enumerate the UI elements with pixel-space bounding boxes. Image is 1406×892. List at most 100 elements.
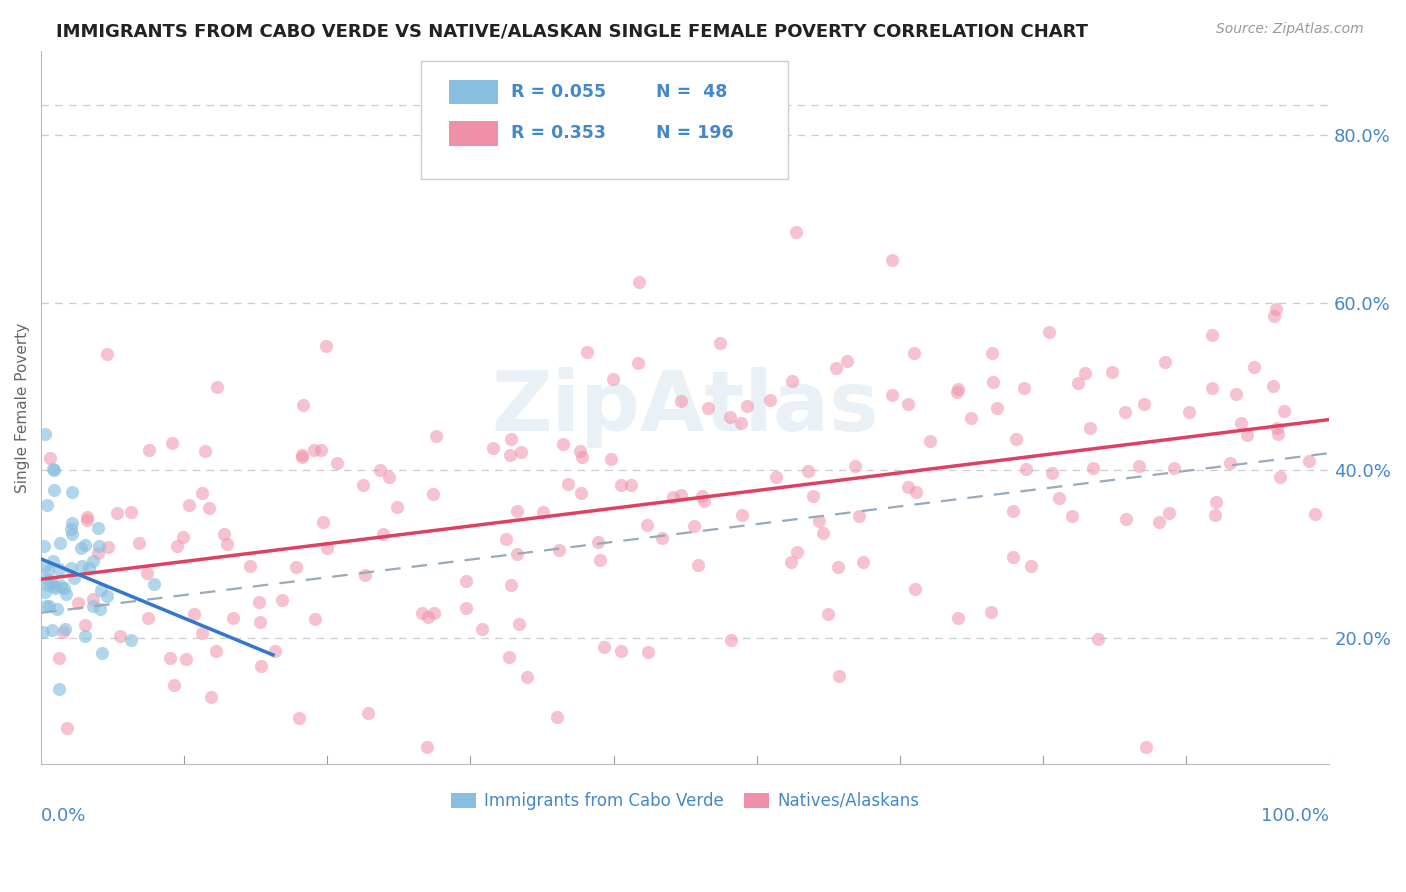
Text: R = 0.353: R = 0.353 — [512, 124, 606, 142]
Point — [34, 559, 56, 574]
Point — [239, 559, 262, 574]
Point — [34, 426, 56, 441]
Point — [291, 448, 314, 462]
Point — [34, 599, 56, 614]
Point — [506, 547, 529, 561]
Point — [55, 721, 77, 735]
Point — [77, 560, 100, 574]
Point — [807, 515, 830, 529]
Point — [183, 607, 205, 621]
Point — [42, 554, 65, 568]
Point — [291, 450, 314, 464]
Point — [1040, 466, 1063, 480]
Point — [516, 670, 538, 684]
Point — [1001, 504, 1024, 518]
Point — [456, 600, 478, 615]
Point — [569, 486, 592, 500]
Point — [852, 555, 875, 569]
Point — [309, 442, 332, 457]
Point — [87, 521, 110, 535]
Point — [882, 388, 904, 402]
Point — [217, 537, 239, 551]
Point — [471, 623, 494, 637]
Point — [198, 500, 221, 515]
Point — [63, 570, 86, 584]
Point — [765, 469, 787, 483]
Point — [82, 592, 104, 607]
Point — [96, 346, 118, 360]
Point — [683, 519, 706, 533]
Point — [353, 567, 375, 582]
Point — [1230, 416, 1253, 430]
Point — [731, 508, 754, 522]
Point — [1101, 365, 1123, 379]
Point — [136, 610, 159, 624]
Point — [76, 513, 98, 527]
Point — [1204, 508, 1226, 523]
Point — [499, 448, 522, 462]
Point — [827, 559, 849, 574]
Point — [495, 532, 517, 546]
Point — [423, 607, 446, 621]
Point — [1081, 460, 1104, 475]
Point — [42, 483, 65, 497]
Point — [38, 599, 60, 613]
Point — [142, 577, 165, 591]
Point — [41, 623, 63, 637]
Point — [817, 607, 839, 621]
Point — [602, 372, 624, 386]
Point — [904, 582, 927, 596]
Point — [1219, 456, 1241, 470]
Point — [986, 401, 1008, 415]
Point — [1073, 366, 1095, 380]
Point — [1014, 381, 1036, 395]
Point — [1157, 506, 1180, 520]
Point — [73, 538, 96, 552]
Point — [981, 345, 1004, 359]
Point — [499, 432, 522, 446]
Point — [844, 459, 866, 474]
Point — [179, 498, 201, 512]
Text: IMMIGRANTS FROM CABO VERDE VS NATIVE/ALASKAN SINGLE FEMALE POVERTY CORRELATION C: IMMIGRANTS FROM CABO VERDE VS NATIVE/ALA… — [56, 22, 1088, 40]
Point — [454, 574, 477, 589]
Point — [49, 535, 72, 549]
Point — [1267, 427, 1289, 442]
Point — [120, 632, 142, 647]
Point — [172, 531, 194, 545]
Point — [76, 510, 98, 524]
Point — [60, 527, 83, 541]
Point — [368, 463, 391, 477]
Point — [66, 596, 89, 610]
Point — [1135, 740, 1157, 755]
Point — [304, 612, 326, 626]
Point — [416, 740, 439, 755]
Legend: Immigrants from Cabo Verde, Natives/Alaskans: Immigrants from Cabo Verde, Natives/Alas… — [444, 785, 927, 816]
Point — [97, 541, 120, 555]
Point — [1047, 491, 1070, 505]
Point — [120, 505, 142, 519]
Point — [636, 518, 658, 533]
Point — [1236, 428, 1258, 442]
Point — [411, 606, 433, 620]
Point — [138, 443, 160, 458]
Point — [55, 587, 77, 601]
Point — [627, 356, 650, 370]
Point — [610, 643, 633, 657]
Text: N = 196: N = 196 — [655, 124, 733, 142]
Point — [425, 429, 447, 443]
Point — [73, 617, 96, 632]
Point — [316, 541, 339, 556]
Point — [780, 374, 803, 388]
Point — [1178, 405, 1201, 419]
Point — [288, 710, 311, 724]
Point — [214, 527, 236, 541]
Point — [897, 480, 920, 494]
Point — [326, 457, 349, 471]
Point — [136, 566, 159, 581]
Point — [1268, 470, 1291, 484]
Text: Source: ZipAtlas.com: Source: ZipAtlas.com — [1216, 22, 1364, 37]
Point — [352, 478, 374, 492]
Point — [108, 629, 131, 643]
Point — [44, 581, 66, 595]
Point — [1128, 458, 1150, 473]
